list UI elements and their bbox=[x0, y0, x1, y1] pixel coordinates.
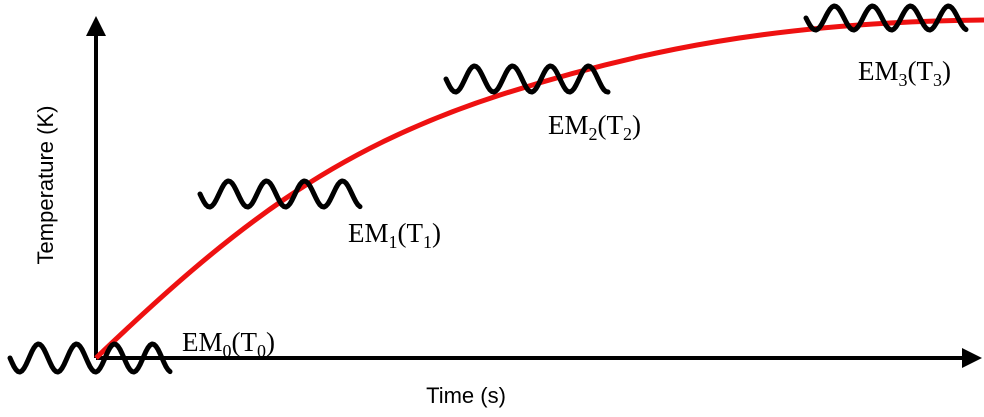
state-name: EM bbox=[348, 218, 389, 248]
em-wave-icon-0 bbox=[7, 341, 173, 375]
em-waves bbox=[7, 3, 969, 375]
state-temp-open: (T bbox=[398, 218, 424, 248]
y-axis-title: Temperature (K) bbox=[33, 106, 58, 265]
state-temp-close: ) bbox=[432, 218, 441, 248]
state-name: EM bbox=[858, 56, 899, 86]
state-temp-subscript: 3 bbox=[933, 70, 942, 90]
state-temp-open: (T bbox=[598, 110, 624, 140]
state-label-2: EM2(T2) bbox=[548, 110, 641, 144]
state-temp-subscript: 0 bbox=[257, 341, 266, 361]
state-label-0: EM0(T0) bbox=[182, 327, 275, 361]
state-temp-open: (T bbox=[232, 327, 258, 357]
state-subscript: 2 bbox=[589, 124, 598, 144]
state-label-1: EM1(T1) bbox=[348, 218, 441, 252]
em-wave-icon-3 bbox=[803, 3, 969, 33]
em-wave-icon-1 bbox=[197, 178, 363, 210]
em-wave-icon-2 bbox=[443, 63, 611, 95]
state-temp-subscript: 1 bbox=[423, 232, 432, 252]
x-axis-title: Time (s) bbox=[426, 383, 506, 408]
state-name: EM bbox=[548, 110, 589, 140]
state-name: EM bbox=[182, 327, 223, 357]
state-temp-close: ) bbox=[942, 56, 951, 86]
state-subscript: 1 bbox=[389, 232, 398, 252]
temperature-curve bbox=[94, 17, 984, 360]
state-temp-subscript: 2 bbox=[623, 124, 632, 144]
state-subscript: 0 bbox=[223, 341, 232, 361]
state-temp-close: ) bbox=[632, 110, 641, 140]
state-label-3: EM3(T3) bbox=[858, 56, 951, 90]
state-temp-open: (T bbox=[908, 56, 934, 86]
state-subscript: 3 bbox=[899, 70, 908, 90]
state-temp-close: ) bbox=[266, 327, 275, 357]
